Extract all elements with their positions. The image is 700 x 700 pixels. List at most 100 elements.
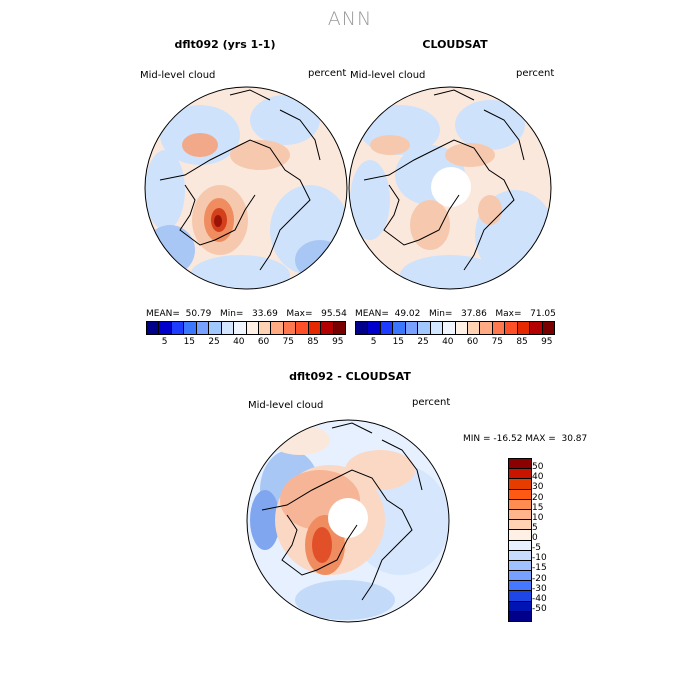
panel2-colorbar-swatch [492, 322, 506, 334]
main-title: ANN [327, 8, 373, 30]
panel1-colorbar-swatch [209, 322, 222, 334]
panel1-colorbar-swatch [234, 322, 247, 334]
panel1-colorbar-swatch [246, 322, 259, 334]
diff-colorbar-label: -50 [532, 603, 547, 614]
panel2-colorbar-label: 60 [466, 337, 479, 347]
panel1-colorbar-label: 60 [257, 337, 270, 347]
diff-colorbar-label: 0 [532, 533, 538, 543]
panel2-colorbar-swatch [418, 322, 431, 334]
panel2-left-label: Mid-level cloud [350, 70, 426, 81]
diff-colorbar-swatch [509, 479, 531, 490]
diff-colorbar-swatch [509, 550, 531, 561]
diff-colorbar-labels: 50 40 30 20 15 10 5 0 -5 -10 -15 -20 -30 -40 -50 [532, 458, 572, 622]
panel1-colorbar-swatch [159, 322, 172, 334]
panel2-colorbar-swatch [356, 322, 369, 334]
map-panel1 [145, 87, 347, 289]
panel1-colorbar-swatch [184, 322, 197, 334]
panel1-colorbar-label: 25 [208, 337, 220, 347]
diff-colorbar-swatch [509, 499, 531, 510]
panel2-colorbar-swatch [467, 322, 481, 334]
panel1-right-label: percent [308, 68, 347, 79]
diff-colorbar-label: 40 [532, 472, 544, 483]
panel1-colorbar-swatch [271, 322, 284, 334]
panel2-colorbar [355, 321, 555, 335]
diff-colorbar-swatch [509, 469, 531, 480]
panel1-colorbar-swatch [333, 322, 345, 334]
diff-colorbar-label: -30 [532, 583, 547, 594]
diff-colorbar-label: -40 [532, 593, 547, 604]
panel1-colorbar-swatch [321, 322, 334, 334]
panel2-colorbar-swatch [455, 322, 468, 334]
diff-colorbar-label: 10 [532, 512, 544, 523]
diff-colorbar-swatch [509, 540, 531, 551]
panel2-colorbar-label: 85 [516, 337, 528, 347]
panel1-colorbar-swatch [147, 322, 160, 334]
panel2-stats: MEAN= 49.02 Min= 37.86 Max= 71.05 [355, 309, 556, 319]
panel2-colorbar-swatch [542, 322, 554, 334]
panel1-colorbar-swatch [308, 322, 322, 334]
diff-colorbar-label: 5 [532, 522, 538, 533]
diff-colorbar-swatch [509, 571, 531, 582]
diff-colorbar-swatch [509, 459, 531, 470]
panel2-colorbar-label: 40 [442, 337, 454, 347]
panel1-colorbar-label: 95 [332, 337, 344, 347]
panel1-stats: MEAN= 50.79 Min= 33.69 Max= 95.54 [146, 309, 347, 319]
diff-colorbar-label: -10 [532, 553, 547, 564]
panel1-colorbar-swatch [171, 322, 185, 334]
panel1-colorbar-label: 75 [282, 337, 295, 347]
panel2-colorbar-labels: 5 15 25 40 60 75 85 95 [355, 337, 555, 349]
panel3-left-label: Mid-level cloud [248, 400, 324, 411]
diff-colorbar [508, 458, 532, 622]
diff-colorbar-swatch [509, 601, 531, 612]
panel1-colorbar [146, 321, 346, 335]
panel1-colorbar-swatch [283, 322, 297, 334]
diff-colorbar-label: 20 [532, 492, 544, 503]
panel1-colorbar-label: 85 [307, 337, 319, 347]
panel2-colorbar-label: 95 [541, 337, 553, 347]
panel1-colorbar-label: 40 [233, 337, 245, 347]
diff-colorbar-swatch [509, 489, 531, 500]
panel1-colorbar-swatch [296, 322, 309, 334]
panel2-colorbar-swatch [430, 322, 444, 334]
diff-colorbar-swatch [509, 520, 531, 531]
panel2-colorbar-swatch [505, 322, 518, 334]
panel2-colorbar-swatch [517, 322, 531, 334]
panel3-title: dflt092 - CLOUDSAT [289, 370, 411, 383]
panel2-colorbar-label: 5 [370, 337, 377, 347]
diff-colorbar-label: 30 [532, 482, 544, 493]
diff-colorbar-swatch [509, 560, 531, 572]
diff-colorbar-label: 15 [532, 502, 544, 513]
panel1-colorbar-swatch [196, 322, 210, 334]
diff-colorbar-swatch [509, 591, 531, 602]
panel1-colorbar-label: 5 [161, 337, 168, 347]
panel2-right-label: percent [516, 68, 555, 79]
diff-colorbar-label: -15 [532, 563, 547, 574]
diff-colorbar-label: -20 [532, 573, 547, 584]
panel1-colorbar-swatch [258, 322, 272, 334]
panel2-colorbar-swatch [405, 322, 419, 334]
map-panel2 [349, 87, 551, 289]
panel1-colorbar-labels: 5 15 25 40 60 75 85 95 [146, 337, 346, 349]
panel3-right-label: percent [412, 397, 451, 408]
panel3-minmax: MIN = -16.52 MAX = 30.87 [463, 434, 588, 444]
diff-colorbar-swatch [509, 530, 531, 541]
panel1-colorbar-label: 15 [183, 337, 196, 347]
diff-colorbar-swatch [509, 581, 531, 592]
panel2-colorbar-label: 75 [491, 337, 504, 347]
map-panel3 [247, 420, 449, 622]
panel1-left-label: Mid-level cloud [140, 70, 216, 81]
panel2-colorbar-label: 25 [417, 337, 429, 347]
diff-colorbar-label: -5 [532, 543, 541, 554]
diff-colorbar-swatch [509, 611, 531, 621]
panel2-colorbar-swatch [443, 322, 456, 334]
panel1-title: dflt092 (yrs 1-1) [174, 38, 276, 51]
panel2-colorbar-swatch [380, 322, 394, 334]
panel2-colorbar-swatch [480, 322, 493, 334]
panel2-title: CLOUDSAT [422, 38, 488, 51]
panel2-colorbar-swatch [530, 322, 543, 334]
panel2-colorbar-swatch [393, 322, 406, 334]
panel2-colorbar-swatch [368, 322, 381, 334]
panel1-colorbar-swatch [221, 322, 235, 334]
diff-colorbar-swatch [509, 509, 531, 521]
